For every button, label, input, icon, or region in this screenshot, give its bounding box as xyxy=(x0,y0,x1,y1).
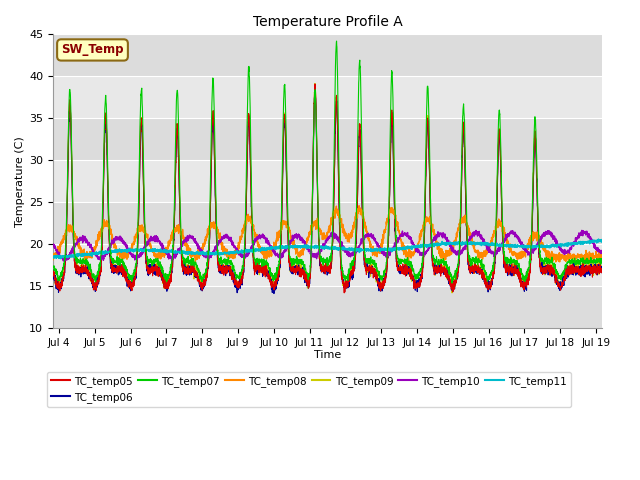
X-axis label: Time: Time xyxy=(314,349,341,360)
Bar xyxy=(53,203,602,244)
Y-axis label: Temperature (C): Temperature (C) xyxy=(15,136,25,227)
Legend: TC_temp05, TC_temp06, TC_temp07, TC_temp08, TC_temp09, TC_temp10, TC_temp11: TC_temp05, TC_temp06, TC_temp07, TC_temp… xyxy=(47,372,571,407)
Bar xyxy=(53,287,602,328)
Bar xyxy=(53,160,602,203)
Bar xyxy=(53,76,602,119)
Bar xyxy=(53,35,602,76)
Text: SW_Temp: SW_Temp xyxy=(61,44,124,57)
Bar xyxy=(53,119,602,160)
Bar xyxy=(53,244,602,287)
Title: Temperature Profile A: Temperature Profile A xyxy=(253,15,403,29)
